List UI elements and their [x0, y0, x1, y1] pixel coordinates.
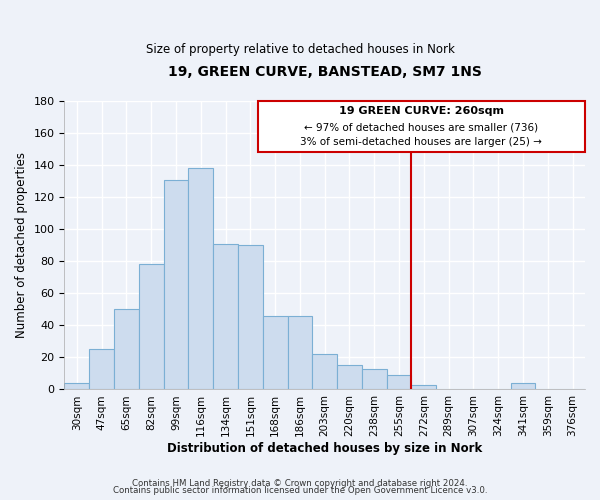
Bar — [287, 316, 313, 390]
Title: 19, GREEN CURVE, BANSTEAD, SM7 1NS: 19, GREEN CURVE, BANSTEAD, SM7 1NS — [168, 65, 482, 79]
Bar — [386, 375, 412, 390]
Bar — [64, 383, 89, 390]
FancyBboxPatch shape — [258, 101, 585, 152]
Text: ← 97% of detached houses are smaller (736): ← 97% of detached houses are smaller (73… — [304, 122, 538, 132]
Bar — [412, 384, 436, 390]
Bar — [114, 310, 139, 390]
Bar — [313, 354, 337, 390]
Bar — [213, 244, 238, 390]
Text: Size of property relative to detached houses in Nork: Size of property relative to detached ho… — [146, 42, 454, 56]
Bar — [139, 264, 164, 390]
Bar — [362, 368, 386, 390]
Text: 19 GREEN CURVE: 260sqm: 19 GREEN CURVE: 260sqm — [339, 106, 504, 117]
Bar — [89, 350, 114, 390]
Bar — [188, 168, 213, 390]
Text: Contains public sector information licensed under the Open Government Licence v3: Contains public sector information licen… — [113, 486, 487, 495]
Bar — [337, 366, 362, 390]
X-axis label: Distribution of detached houses by size in Nork: Distribution of detached houses by size … — [167, 442, 482, 455]
Bar — [238, 245, 263, 390]
Bar — [511, 383, 535, 390]
Text: 3% of semi-detached houses are larger (25) →: 3% of semi-detached houses are larger (2… — [301, 137, 542, 147]
Bar — [164, 180, 188, 390]
Y-axis label: Number of detached properties: Number of detached properties — [15, 152, 28, 338]
Text: Contains HM Land Registry data © Crown copyright and database right 2024.: Contains HM Land Registry data © Crown c… — [132, 478, 468, 488]
Bar — [263, 316, 287, 390]
